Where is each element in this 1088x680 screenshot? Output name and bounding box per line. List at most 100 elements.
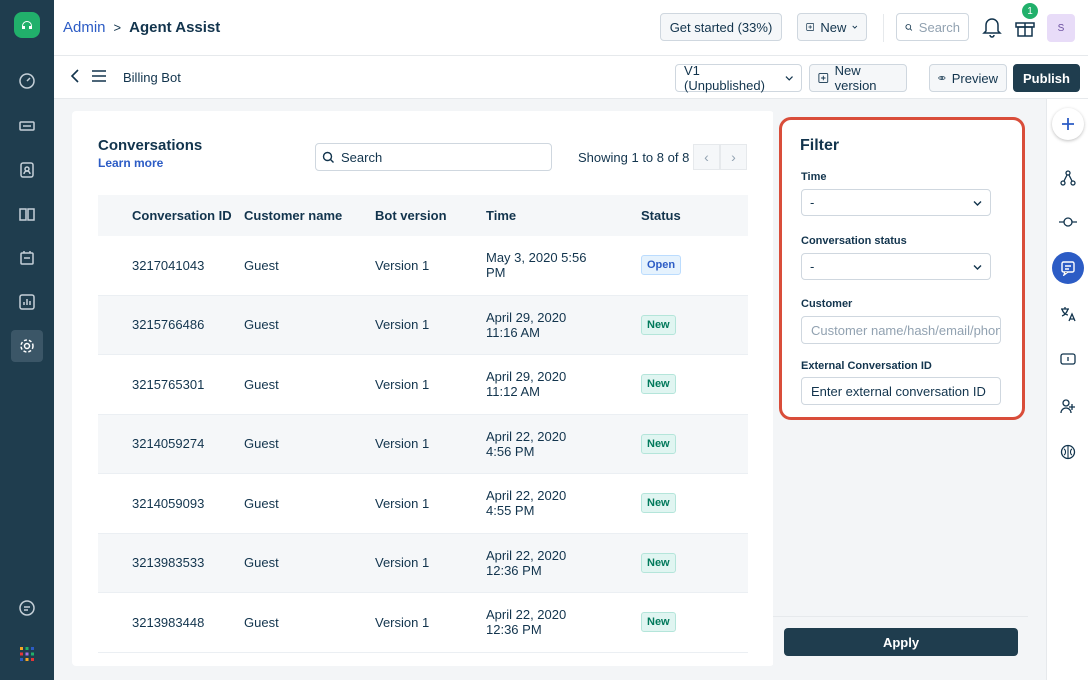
apply-filter-button[interactable]: Apply <box>784 628 1018 656</box>
table-row[interactable]: 3213983448 Guest Version 1 April 22, 2020 1… <box>98 593 748 653</box>
table-row[interactable]: 3217041043 Guest Version 1 May 3, 2020 5:56… <box>98 236 748 296</box>
breadcrumb-admin-link[interactable]: Admin <box>63 19 106 36</box>
plus-square-icon <box>806 23 815 31</box>
conversation-search-placeholder: Search <box>341 149 383 165</box>
new-button-label: New <box>820 19 847 35</box>
brain-icon[interactable] <box>1052 436 1084 468</box>
conversation-id-cell[interactable]: 3215765301 <box>132 376 205 392</box>
column-header-conversation-id[interactable]: Conversation ID <box>132 208 232 223</box>
menu-icon[interactable] <box>92 70 106 85</box>
get-started-button[interactable]: Get started (33%) <box>660 13 782 41</box>
right-rail <box>1046 99 1088 680</box>
contacts-icon[interactable] <box>11 154 43 186</box>
conversation-status-label: Conversation status <box>801 235 907 247</box>
notifications-bell-icon[interactable] <box>982 16 1002 41</box>
customer-filter-input[interactable]: Customer name/hash/email/phone <box>801 316 1001 344</box>
bot-version-cell: Version 1 <box>375 376 430 392</box>
chevron-down-icon <box>973 264 982 270</box>
status-cell: New <box>641 433 748 454</box>
conversation-id-cell[interactable]: 3213983533 <box>132 555 205 571</box>
previous-page-icon[interactable]: ‹ <box>693 144 720 170</box>
table-row[interactable]: 3214059093 Guest Version 1 April 22, 2020 4… <box>98 474 748 534</box>
conversation-id-cell[interactable]: 3214059093 <box>132 495 205 511</box>
status-badge: Open <box>641 255 682 276</box>
conversation-status-value: - <box>810 259 815 274</box>
conversation-id-cell[interactable]: 3215766486 <box>132 317 205 333</box>
status-cell: New <box>641 552 748 573</box>
widget-icon[interactable] <box>1052 343 1084 375</box>
conversation-status-select[interactable]: - <box>801 253 991 280</box>
translate-icon[interactable] <box>1052 298 1084 330</box>
gift-icon[interactable] <box>1014 16 1036 41</box>
bot-version-cell: Version 1 <box>375 317 430 333</box>
column-header-time[interactable]: Time <box>486 208 517 223</box>
admin-settings-icon[interactable] <box>11 330 43 362</box>
status-badge: New <box>641 314 676 335</box>
bot-toolbar: Billing Bot V1 (Unpublished) New version… <box>54 56 1088 99</box>
conversations-card: Conversations Learn more Search Showing … <box>72 111 774 666</box>
apps-grid-icon[interactable] <box>11 638 43 670</box>
preview-label: Preview <box>951 70 998 86</box>
learn-more-link[interactable]: Learn more <box>98 156 164 170</box>
flow-icon[interactable] <box>1052 162 1084 194</box>
conversations-icon[interactable] <box>1052 252 1084 284</box>
version-select[interactable]: V1 (Unpublished) <box>675 63 802 93</box>
customer-name-cell: Guest <box>244 376 279 392</box>
preview-button[interactable]: Preview <box>929 64 1007 92</box>
add-agent-icon[interactable] <box>1052 390 1084 422</box>
analytics-icon[interactable] <box>11 286 43 318</box>
time-cell: April 22, 2020 12:36 PM <box>486 607 567 638</box>
knowledge-base-icon[interactable] <box>11 198 43 230</box>
avatar[interactable]: S <box>1047 14 1075 42</box>
customer-name-cell: Guest <box>244 436 279 452</box>
time-cell: May 3, 2020 5:56 PM <box>486 250 587 281</box>
next-page-icon[interactable]: › <box>720 144 747 170</box>
table-row[interactable]: 3215765301 Guest Version 1 April 29, 2020 1… <box>98 355 748 415</box>
integration-icon[interactable] <box>1052 206 1084 238</box>
table-row[interactable]: 3215766486 Guest Version 1 April 29, 2020 1… <box>98 295 748 355</box>
global-search-input[interactable]: Search <box>896 13 969 41</box>
add-widget-icon[interactable] <box>1052 108 1084 140</box>
bot-name: Billing Bot <box>123 70 181 85</box>
eye-icon <box>938 76 946 80</box>
external-id-label: External Conversation ID <box>801 360 932 372</box>
header-divider <box>883 14 884 42</box>
table-header: Conversation ID Customer name Bot versio… <box>98 195 748 236</box>
table-row[interactable]: 3214059274 Guest Version 1 April 22, 2020 4… <box>98 414 748 474</box>
status-badge: New <box>641 433 676 454</box>
conversation-id-cell[interactable]: 3217041043 <box>132 257 205 273</box>
external-id-input[interactable]: Enter external conversation ID <box>801 377 1001 405</box>
conversation-id-cell[interactable]: 3213983448 <box>132 614 205 630</box>
conversation-search-input[interactable]: Search <box>315 143 552 171</box>
search-icon <box>322 151 334 163</box>
chat-support-icon[interactable] <box>11 592 43 624</box>
conversation-id-cell[interactable]: 3214059274 <box>132 436 205 452</box>
new-version-label: New version <box>834 63 877 93</box>
chevron-down-icon <box>852 25 858 29</box>
app-logo-icon[interactable] <box>14 12 40 38</box>
column-header-customer-name[interactable]: Customer name <box>244 208 343 223</box>
column-header-status[interactable]: Status <box>641 208 681 223</box>
time-filter-label: Time <box>801 171 827 183</box>
pagination-controls: ‹ › <box>693 144 748 170</box>
new-button[interactable]: New <box>797 13 867 41</box>
new-version-button[interactable]: New version <box>809 63 907 93</box>
customer-name-cell: Guest <box>244 257 279 273</box>
table-row[interactable]: 3213983533 Guest Version 1 April 22, 2020 1… <box>98 533 748 593</box>
conversations-table: Conversation ID Customer name Bot versio… <box>98 195 748 653</box>
status-cell: New <box>641 493 748 514</box>
time-filter-select[interactable]: - <box>801 189 991 216</box>
publish-button[interactable]: Publish <box>1013 64 1080 92</box>
time-cell: April 29, 2020 11:12 AM <box>486 369 567 400</box>
status-cell: New <box>641 612 748 633</box>
customer-name-cell: Guest <box>244 555 279 571</box>
back-arrow-icon[interactable] <box>70 69 80 86</box>
breadcrumb: Admin > Agent Assist <box>63 19 220 36</box>
tickets-icon[interactable] <box>11 110 43 142</box>
customer-name-cell: Guest <box>244 614 279 630</box>
time-filter-value: - <box>810 195 815 210</box>
column-header-bot-version[interactable]: Bot version <box>375 208 447 223</box>
time-cell: April 22, 2020 4:55 PM <box>486 488 567 519</box>
dashboard-icon[interactable] <box>11 65 43 97</box>
bots-icon[interactable] <box>11 242 43 274</box>
